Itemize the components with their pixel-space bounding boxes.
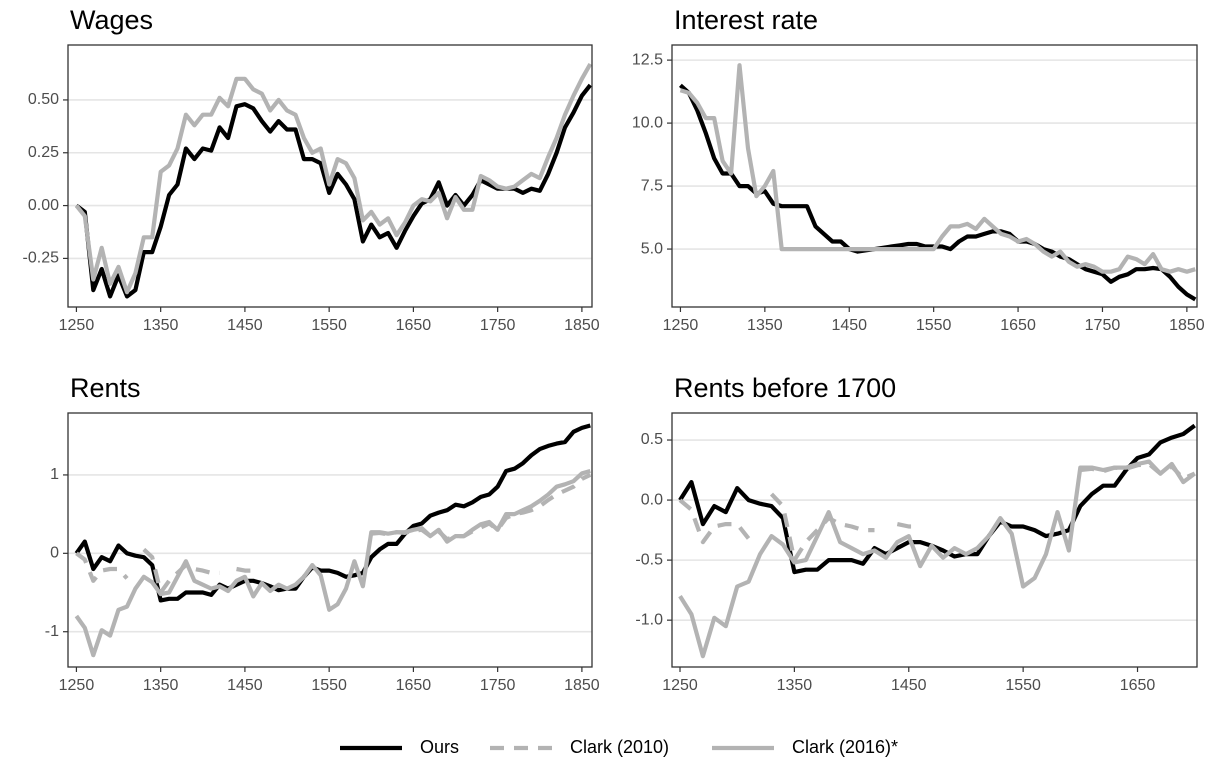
y-tick-label: -0.25 — [23, 250, 60, 267]
panel-border — [67, 44, 593, 308]
y-tick-label: 12.5 — [632, 51, 663, 68]
y-tick-label: -1.0 — [635, 611, 663, 628]
y-tick-label: 0.50 — [28, 91, 59, 108]
series-line — [679, 63, 1196, 274]
x-tick-label: 1450 — [891, 677, 927, 694]
series-line — [75, 83, 592, 299]
y-tick-label: 0.0 — [641, 491, 663, 508]
x-tick-label: 1750 — [1085, 317, 1121, 334]
x-tick-label: 1750 — [480, 317, 516, 334]
legend-label: Ours — [420, 737, 459, 757]
x-tick-label: 1550 — [311, 677, 347, 694]
x-tick-label: 1350 — [143, 677, 179, 694]
x-tick-label: 1350 — [777, 677, 813, 694]
x-tick-label: 1450 — [227, 677, 263, 694]
panel-border — [671, 412, 1198, 668]
series-line — [74, 62, 593, 295]
y-tick-label: -1 — [45, 623, 59, 640]
x-tick-label: 1250 — [663, 317, 699, 334]
x-tick-label: 1250 — [59, 317, 95, 334]
x-tick-label: 1550 — [311, 317, 347, 334]
panel-title: Interest rate — [674, 5, 818, 35]
x-tick-label: 1550 — [916, 317, 952, 334]
x-tick-label: 1250 — [662, 677, 698, 694]
y-tick-label: 1 — [50, 466, 59, 483]
x-tick-label: 1650 — [1120, 677, 1156, 694]
y-tick-label: 7.5 — [641, 177, 663, 194]
x-tick-label: 1650 — [396, 677, 432, 694]
y-tick-label: -0.5 — [635, 551, 663, 568]
panel-title: Rents — [70, 373, 141, 403]
legend-label: Clark (2010) — [570, 737, 669, 757]
x-tick-label: 1650 — [396, 317, 432, 334]
y-tick-label: 0.5 — [641, 431, 663, 448]
x-tick-label: 1550 — [1005, 677, 1041, 694]
y-tick-label: 0 — [50, 545, 59, 562]
x-tick-label: 1850 — [1169, 317, 1205, 334]
x-tick-label: 1450 — [831, 317, 867, 334]
y-tick-label: 5.0 — [641, 240, 663, 257]
panel-border — [671, 44, 1198, 308]
y-tick-label: 10.0 — [632, 114, 663, 131]
x-tick-label: 1650 — [1000, 317, 1036, 334]
x-tick-label: 1350 — [747, 317, 783, 334]
x-tick-label: 1350 — [143, 317, 179, 334]
legend-label: Clark (2016)* — [792, 737, 898, 757]
y-tick-label: 0.25 — [28, 144, 59, 161]
series-line — [678, 423, 1196, 575]
series-line — [74, 423, 591, 603]
panel-title: Rents before 1700 — [674, 373, 896, 403]
series-line — [678, 459, 1196, 659]
x-tick-label: 1250 — [59, 677, 95, 694]
x-tick-label: 1750 — [480, 677, 516, 694]
x-tick-label: 1850 — [564, 317, 600, 334]
x-tick-label: 1450 — [227, 317, 263, 334]
panel-border — [67, 412, 593, 668]
panel-title: Wages — [70, 5, 153, 35]
series-line — [74, 468, 591, 658]
x-tick-label: 1850 — [564, 677, 600, 694]
y-tick-label: 0.00 — [28, 197, 59, 214]
